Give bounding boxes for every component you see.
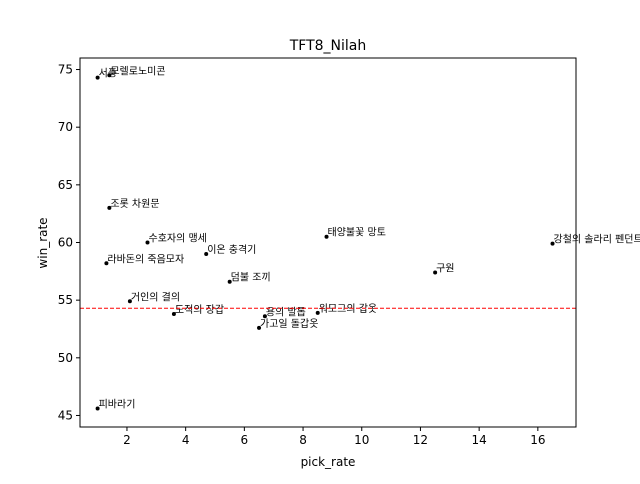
point-label: 가고일 돌갑옷 bbox=[260, 318, 318, 330]
y-tick-label: 70 bbox=[58, 120, 73, 134]
y-tick-label: 60 bbox=[58, 236, 73, 250]
y-tick-label: 75 bbox=[58, 63, 73, 77]
data-point bbox=[95, 406, 100, 411]
x-axis-label: pick_rate bbox=[301, 455, 356, 469]
point-label: 강철의 솔라리 펜던트 bbox=[554, 234, 640, 246]
x-tick-label: 2 bbox=[123, 433, 131, 447]
x-axis-ticks: 2 4 6 8 10 12 14 16 bbox=[123, 427, 545, 447]
y-tick-label: 55 bbox=[58, 293, 73, 307]
data-point bbox=[107, 73, 112, 78]
data-point bbox=[257, 325, 262, 330]
point-label: 피바라기 bbox=[99, 399, 136, 411]
point-label: 거인의 결의 bbox=[131, 291, 180, 303]
y-axis-ticks: 45 50 55 60 65 70 75 bbox=[58, 63, 80, 422]
data-point bbox=[145, 240, 150, 245]
y-tick-label: 45 bbox=[58, 408, 73, 422]
y-tick-label: 65 bbox=[58, 178, 73, 192]
data-point bbox=[104, 261, 109, 266]
x-tick-label: 12 bbox=[413, 433, 428, 447]
data-point bbox=[324, 234, 329, 239]
point-label: 이온 충격기 bbox=[207, 243, 256, 256]
point-label: 도적의 장갑 bbox=[175, 304, 224, 316]
point-label: 서풍 bbox=[99, 68, 117, 80]
data-point bbox=[433, 270, 438, 275]
data-point bbox=[107, 205, 112, 210]
point-label: 용의 발톱 bbox=[266, 306, 306, 318]
x-tick-label: 14 bbox=[472, 433, 487, 447]
point-label: 수호자의 맹세 bbox=[149, 233, 207, 245]
x-tick-label: 10 bbox=[354, 433, 369, 447]
data-point bbox=[127, 299, 132, 304]
data-point bbox=[315, 310, 320, 315]
data-point bbox=[550, 241, 555, 246]
data-point bbox=[227, 279, 232, 284]
data-point bbox=[262, 314, 267, 319]
data-point bbox=[95, 75, 100, 80]
x-tick-label: 8 bbox=[299, 433, 307, 447]
x-tick-label: 4 bbox=[182, 433, 190, 447]
point-label: 덤불 조끼 bbox=[231, 272, 271, 284]
chart-title: TFT8_Nilah bbox=[289, 38, 367, 54]
point-label: 라바돈의 죽음모자 bbox=[107, 253, 184, 265]
x-tick-label: 6 bbox=[241, 433, 249, 447]
point-label: 모렐로노미콘 bbox=[110, 64, 165, 77]
x-tick-label: 16 bbox=[530, 433, 545, 447]
points-layer bbox=[95, 73, 555, 411]
data-point bbox=[171, 311, 176, 316]
y-axis-label: win_rate bbox=[36, 217, 50, 268]
point-label: 태양불꽃 망토 bbox=[328, 227, 386, 239]
point-label: 조롯 차원문 bbox=[110, 198, 159, 210]
y-tick-label: 50 bbox=[58, 351, 73, 365]
point-label: 구원 bbox=[436, 262, 454, 274]
data-point bbox=[204, 252, 209, 257]
